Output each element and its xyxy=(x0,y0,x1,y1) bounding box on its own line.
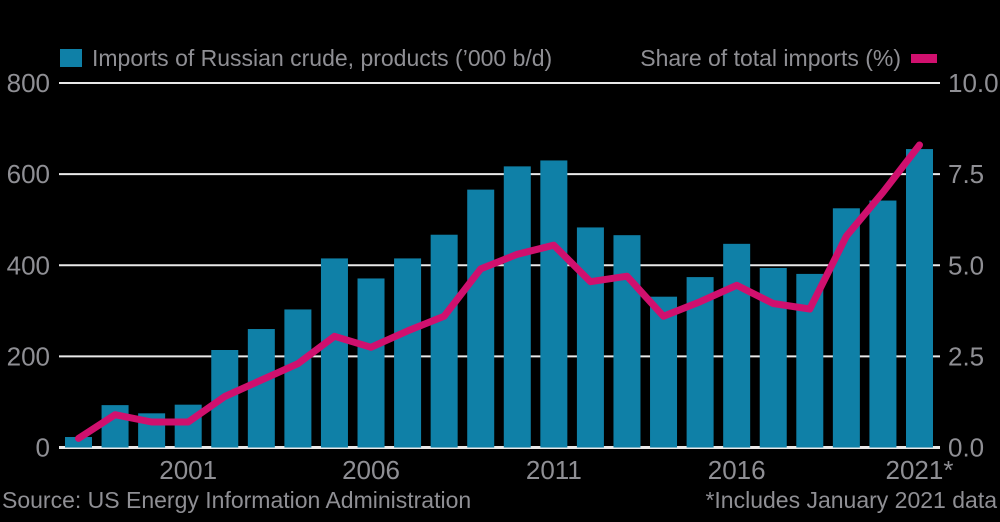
bar-2007 xyxy=(394,258,422,448)
bar-2018 xyxy=(796,273,824,448)
bar-2011 xyxy=(540,160,568,448)
y-axis-left-label-400: 400 xyxy=(7,250,50,280)
x-axis-label-2016: 2016 xyxy=(708,455,766,485)
bar-2003 xyxy=(247,329,275,448)
y-axis-left-label-200: 200 xyxy=(7,341,50,371)
bar-2005 xyxy=(320,258,348,448)
y-axis-right-label-0.0: 0.0 xyxy=(948,433,984,463)
share-line xyxy=(75,141,923,442)
x-axis-label-2011: 2011 xyxy=(526,455,582,485)
y-axis-left-label-0: 0 xyxy=(36,433,50,463)
bar-2006 xyxy=(357,278,385,448)
y-axis-right-label-2.5: 2.5 xyxy=(948,341,984,371)
bar-2001 xyxy=(174,404,202,448)
y-axis-right-label-10.0: 10.0 xyxy=(948,68,999,98)
bar-2012 xyxy=(576,227,604,448)
x-axis-label-2006: 2006 xyxy=(342,455,400,485)
bar-2014 xyxy=(650,296,678,448)
bar-2013 xyxy=(613,235,641,448)
bar-2019 xyxy=(832,208,860,448)
y-axis-left-label-600: 600 xyxy=(7,159,50,189)
bar-2010 xyxy=(503,166,531,448)
footnote: *Includes January 2021 data xyxy=(705,487,997,513)
y-axis-left-label-800: 800 xyxy=(7,68,50,98)
bar-2004 xyxy=(284,309,312,448)
x-axis-label-2001: 2001 xyxy=(159,455,217,485)
chart-footer: Source: US Energy Information Administra… xyxy=(0,487,1000,513)
bar-2021 xyxy=(905,149,933,448)
bar-2016 xyxy=(723,243,751,448)
x-axis-label-2021: 2021* xyxy=(886,455,954,485)
bar-2008 xyxy=(430,234,458,448)
bar-2020 xyxy=(869,200,897,448)
source-note: Source: US Energy Information Administra… xyxy=(2,487,472,513)
bar-1998 xyxy=(65,437,92,448)
y-axis-right-label-7.5: 7.5 xyxy=(948,159,984,189)
bar-2009 xyxy=(467,189,495,448)
y-axis-right-label-5.0: 5.0 xyxy=(948,250,984,280)
